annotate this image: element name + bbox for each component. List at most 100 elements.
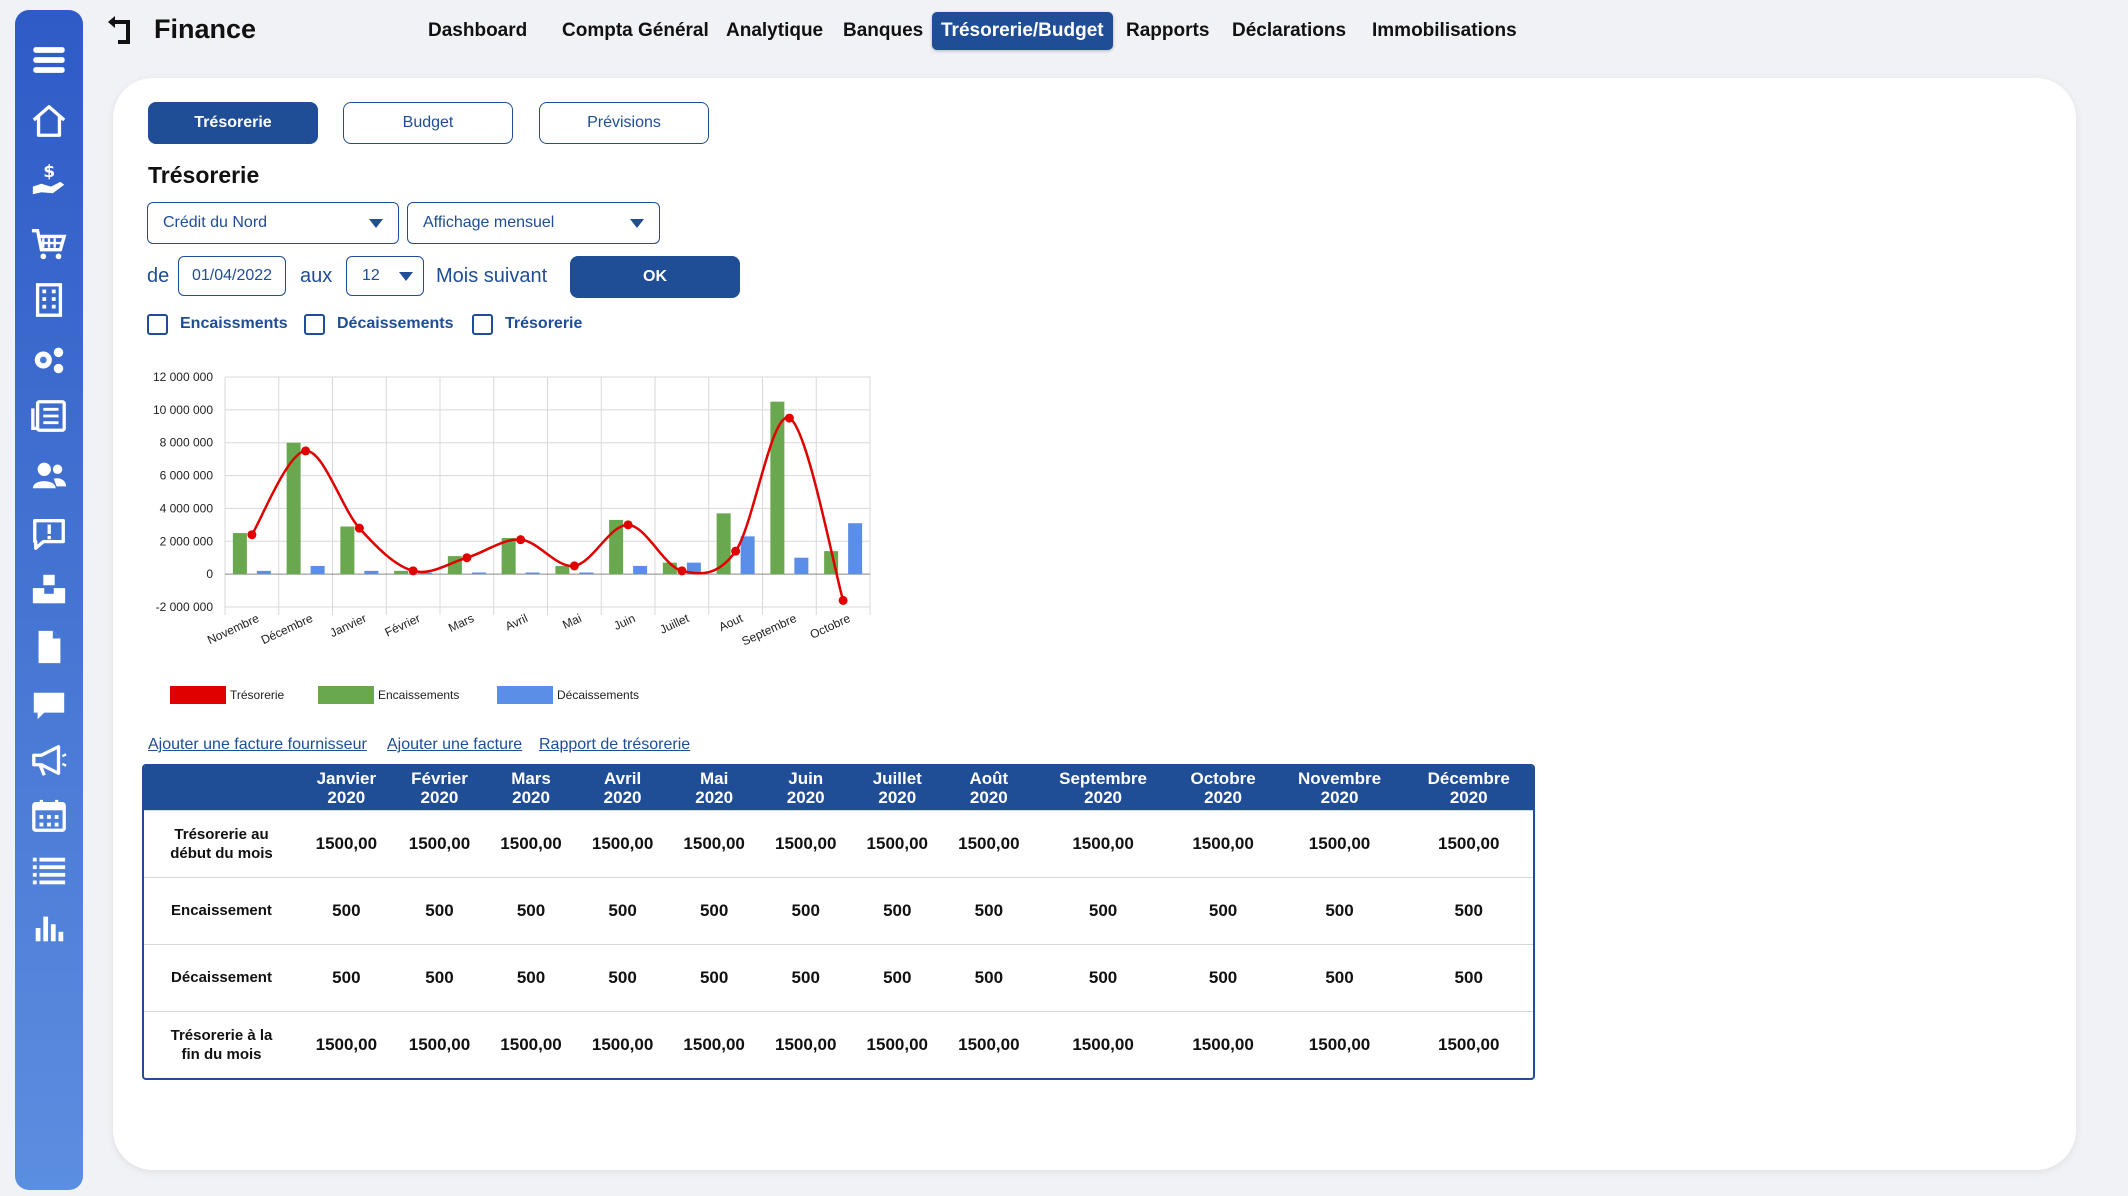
y-tick-label: 0 <box>206 567 213 581</box>
table-cell: 500 <box>1034 943 1172 1011</box>
legend-swatch <box>170 686 226 704</box>
bar <box>848 523 863 575</box>
table-cell: 500 <box>485 943 577 1011</box>
subtab-tresorerie[interactable]: Trésorerie <box>148 102 318 144</box>
table-column-header: Novembre 2020 <box>1274 766 1405 810</box>
list-icon[interactable] <box>29 851 69 891</box>
subtab-previsions[interactable]: Prévisions <box>539 102 709 144</box>
x-tick-label: Octobre <box>808 611 853 642</box>
table-cell: 1500,00 <box>1171 809 1275 877</box>
checkbox-box[interactable] <box>472 313 493 335</box>
nav-immobilisations[interactable]: Immobilisations <box>1372 20 1517 41</box>
checkbox-encaissements[interactable]: Encaissments <box>147 313 288 335</box>
back-icon[interactable] <box>106 16 136 46</box>
table-column-header: Février 2020 <box>393 766 486 810</box>
line-point <box>838 595 848 605</box>
row-label: Trésorerie au début du mois <box>144 809 299 877</box>
bar <box>794 557 809 575</box>
chat-icon[interactable] <box>29 686 69 726</box>
nav-analytique[interactable]: Analytique <box>726 20 824 41</box>
from-label: de <box>147 265 170 287</box>
checkbox-box[interactable] <box>147 313 168 335</box>
legend-swatch <box>318 686 374 704</box>
home-icon[interactable] <box>29 101 69 141</box>
line-point <box>677 566 687 576</box>
link-add-invoice[interactable]: Ajouter une facture <box>387 736 523 753</box>
column-month: Février <box>411 768 468 788</box>
file-icon[interactable] <box>29 627 69 667</box>
display-select[interactable]: Affichage mensuel <box>407 202 660 244</box>
calendar-icon[interactable] <box>29 796 69 836</box>
row-label-line: Trésorerie au <box>174 825 269 843</box>
row-label: Trésorerie à la fin du mois <box>144 1010 299 1078</box>
link-treasury-report[interactable]: Rapport de trésorerie <box>539 736 691 753</box>
display-select-value: Affichage mensuel <box>423 214 555 231</box>
bar <box>418 572 433 575</box>
line-point <box>569 561 579 571</box>
ok-button[interactable]: OK <box>570 256 740 298</box>
table-cell: 500 <box>1404 876 1533 944</box>
table-cell: 1500,00 <box>576 1010 669 1078</box>
column-year: 2020 <box>786 787 825 807</box>
nav-tresorerie-budget[interactable]: Trésorerie/Budget <box>932 12 1113 50</box>
y-tick-label: 12 000 000 <box>153 370 213 384</box>
subtab-budget[interactable]: Budget <box>343 102 513 144</box>
nav-banques[interactable]: Banques <box>843 20 924 41</box>
table-cell: 500 <box>1171 876 1275 944</box>
menu-icon[interactable] <box>29 40 69 80</box>
column-year: 2020 <box>327 787 366 807</box>
nav-rapports[interactable]: Rapports <box>1126 20 1210 41</box>
table-cell: 500 <box>485 876 577 944</box>
checkbox-tresorerie[interactable]: Trésorerie <box>472 313 582 335</box>
feedback-icon[interactable] <box>29 514 69 554</box>
svg-text:$: $ <box>43 162 55 182</box>
bank-select[interactable]: Crédit du Nord <box>147 202 399 244</box>
table-cell: 500 <box>759 876 852 944</box>
column-year: 2020 <box>1084 787 1122 807</box>
bar-chart-icon[interactable] <box>29 908 69 948</box>
checkbox-box[interactable] <box>304 313 325 335</box>
money-hand-icon[interactable]: $ <box>29 159 69 199</box>
column-month: Mars <box>511 768 551 788</box>
y-tick-label: -2 000 000 <box>156 600 214 614</box>
table-row: Décaissement 500 500 500 500 500 500 500 500 500 5… <box>144 943 1533 1011</box>
from-date-input[interactable]: 01/04/2022 <box>178 256 286 296</box>
line-point <box>784 413 794 423</box>
checkbox-decaissements[interactable]: Décaissements <box>304 313 454 335</box>
bar <box>662 562 677 575</box>
boxes-icon[interactable] <box>29 570 69 610</box>
megaphone-icon[interactable] <box>29 740 69 780</box>
table-cell: 1500,00 <box>299 809 394 877</box>
x-tick-label: Aout <box>717 611 746 634</box>
chevron-down-icon <box>630 219 644 228</box>
checkbox-label: Encaissments <box>180 315 288 332</box>
bank-select-value: Crédit du Nord <box>163 214 268 231</box>
gears-icon[interactable] <box>29 340 69 380</box>
table-cell: 1500,00 <box>1034 809 1172 877</box>
table-cell: 1500,00 <box>1034 1010 1172 1078</box>
row-label-line: Trésorerie à la <box>170 1026 273 1044</box>
table-column-header: Avril 2020 <box>576 766 669 810</box>
cart-icon[interactable] <box>29 224 69 264</box>
nav-dashboard[interactable]: Dashboard <box>428 20 528 41</box>
chevron-down-icon <box>399 272 413 281</box>
bar <box>394 570 409 575</box>
row-label: Encaissement <box>144 876 299 944</box>
bar <box>232 533 247 575</box>
users-icon[interactable] <box>29 455 69 495</box>
line-point <box>247 530 257 540</box>
months-select[interactable]: 12 <box>346 256 424 296</box>
link-add-supplier-invoice[interactable]: Ajouter une facture fournisseur <box>148 736 367 753</box>
table-cell: 1500,00 <box>851 809 944 877</box>
line-point <box>354 523 364 533</box>
table-column-header: Juillet 2020 <box>851 766 944 810</box>
bar <box>340 526 355 575</box>
table-cell: 500 <box>576 943 669 1011</box>
building-icon[interactable] <box>29 280 69 320</box>
nav-declarations[interactable]: Déclarations <box>1232 20 1347 41</box>
table-cell: 1500,00 <box>1274 809 1405 877</box>
nav-compta-general[interactable]: Compta Général <box>562 20 709 41</box>
y-tick-label: 4 000 000 <box>160 501 214 515</box>
table-row: Trésorerie à la fin du mois 1500,00 1500,00… <box>144 1010 1533 1078</box>
newspaper-icon[interactable] <box>29 396 69 436</box>
